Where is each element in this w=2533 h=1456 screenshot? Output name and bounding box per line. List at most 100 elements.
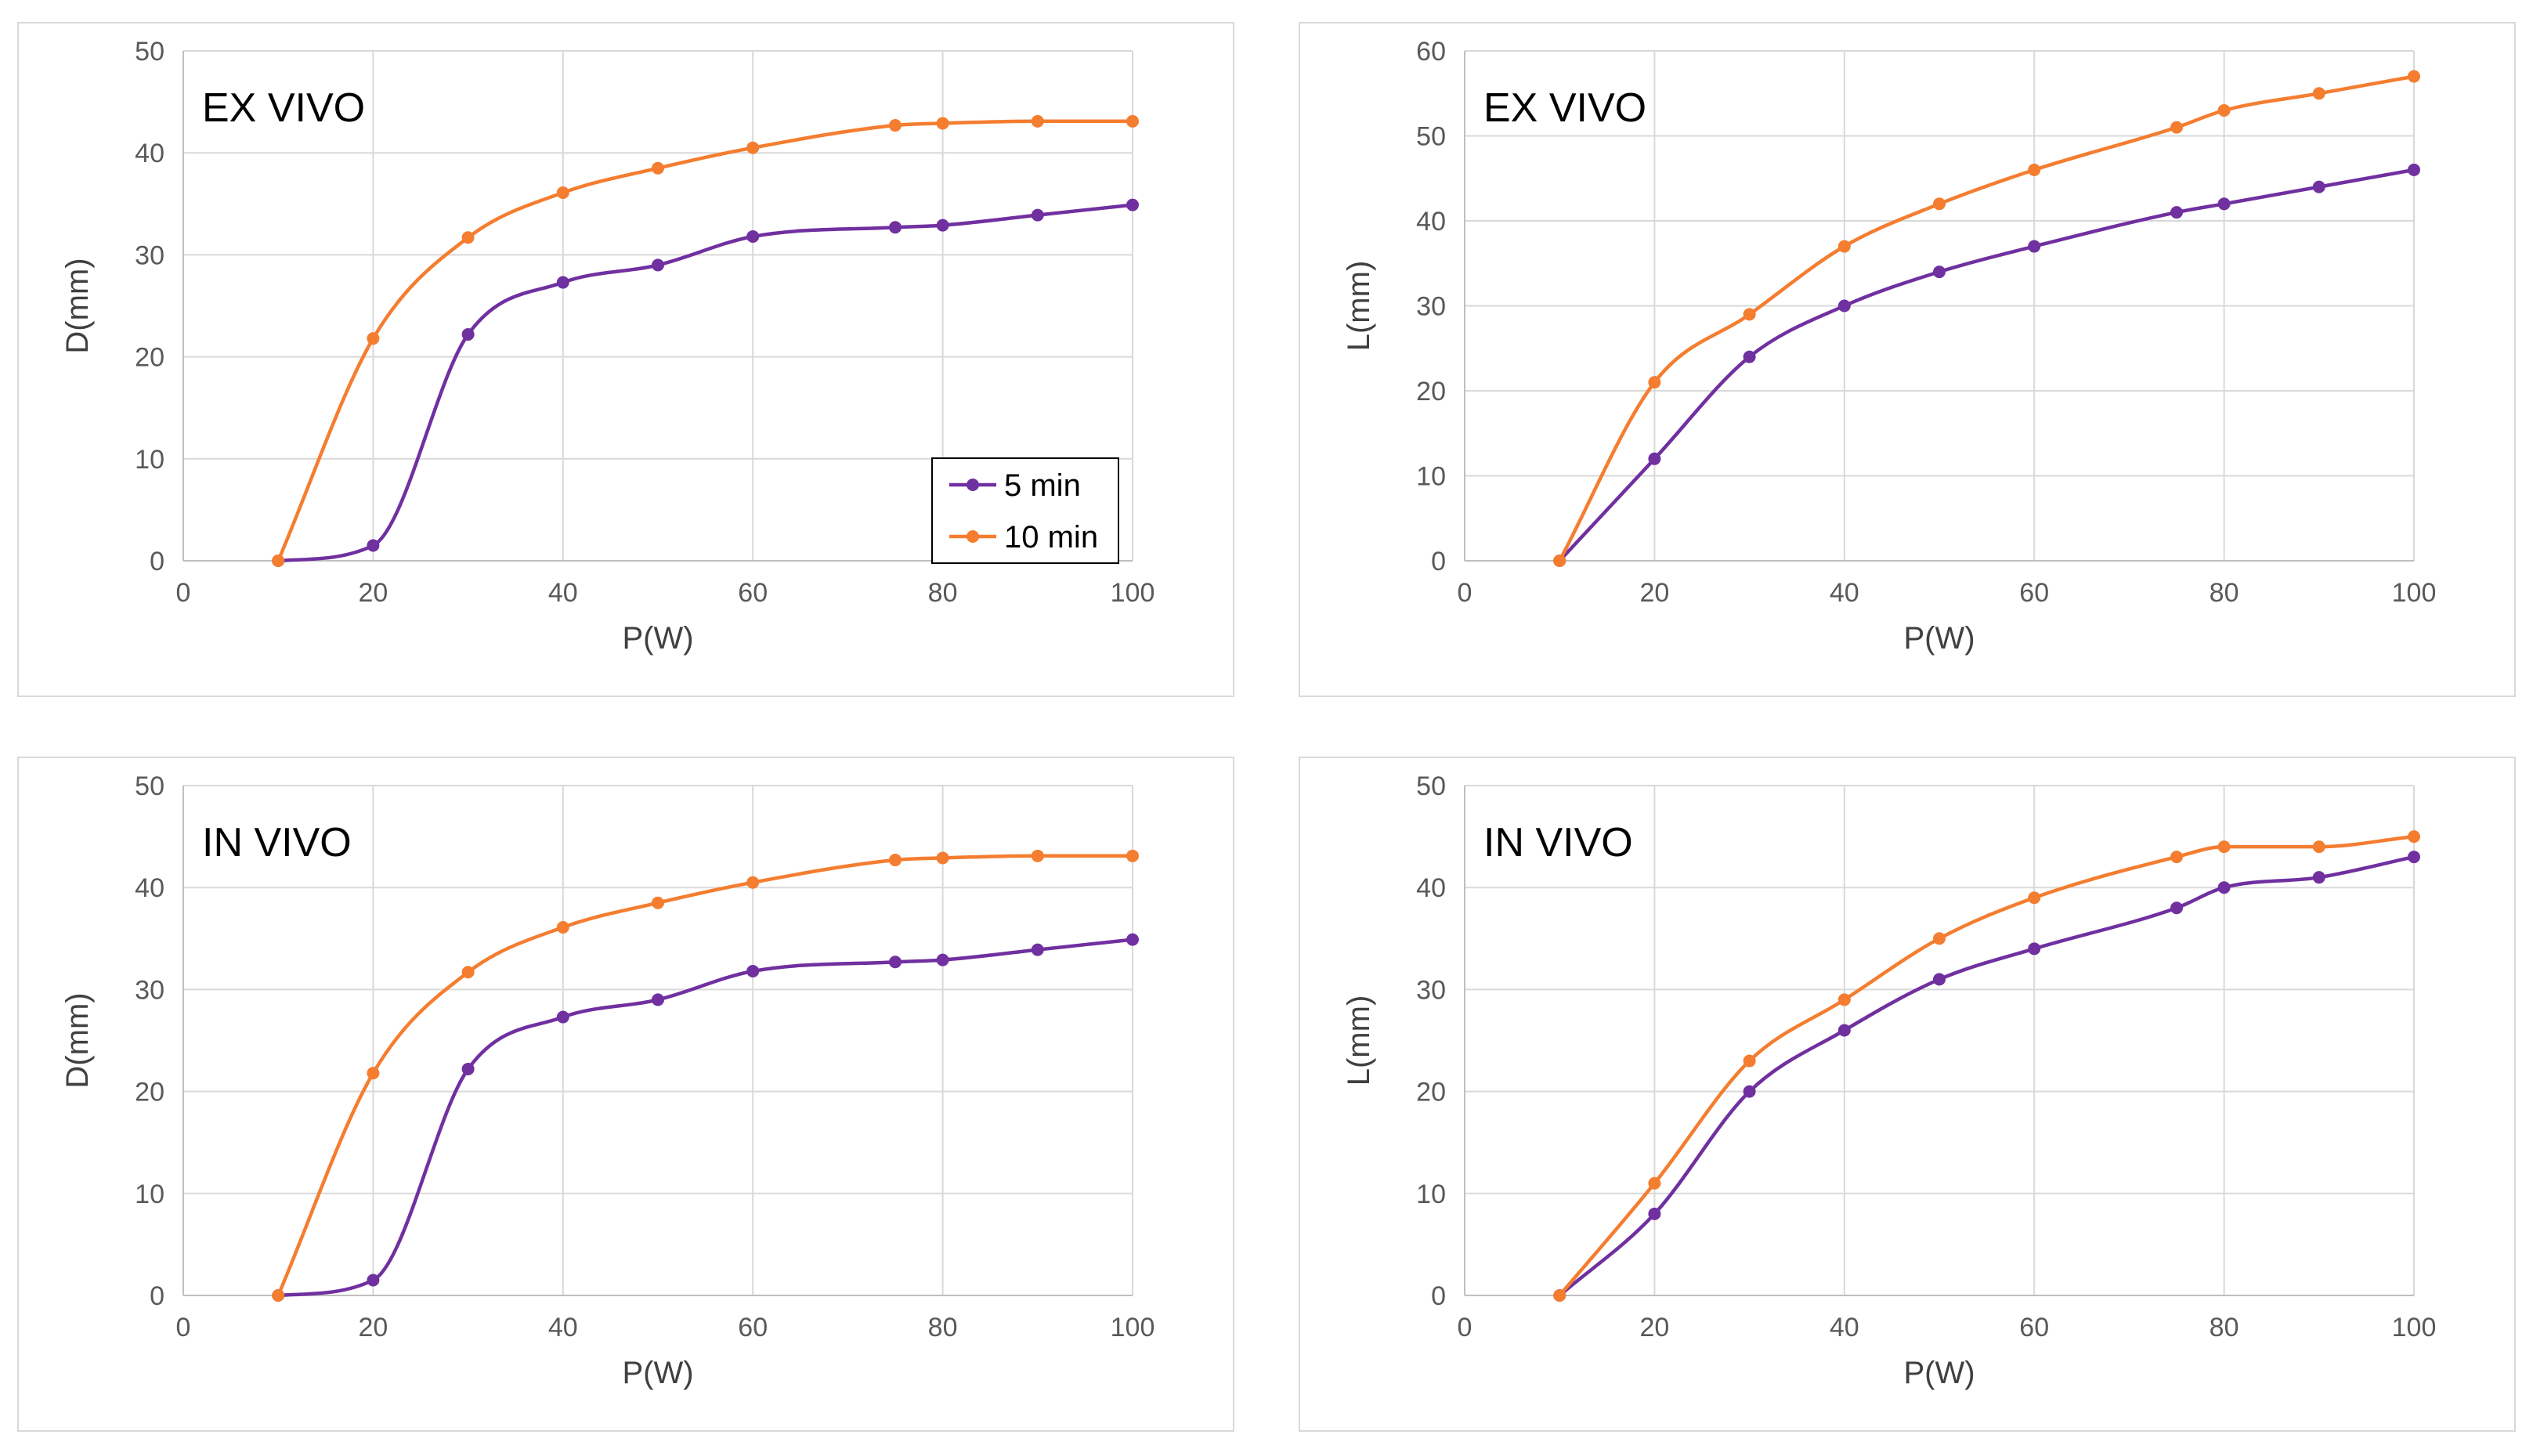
series-line	[278, 203, 1133, 563]
data-point	[2312, 180, 2325, 193]
y-tick-label: 40	[1416, 873, 1446, 903]
y-tick-label: 20	[1416, 377, 1446, 406]
chart-svg: 0 20 40 60 80 100 0 10 20 30 40 50 60 P(W) L(mm) EX VIV…	[1342, 37, 2436, 656]
data-point	[2312, 87, 2325, 100]
series-line	[276, 854, 1133, 1296]
x-tick-label: 0	[176, 1313, 191, 1342]
chart-svg: 0 20 40 60 80 100 0 10 20 30 40 50 P(W) L(mm) IN VIVO	[1342, 771, 2436, 1390]
y-tick-label: 20	[135, 343, 164, 373]
y-tick-label: 10	[1416, 462, 1446, 492]
series-line	[1558, 854, 2415, 1297]
y-tick-label: 60	[1416, 37, 1446, 67]
data-point	[889, 956, 902, 969]
y-tick-label: 50	[1416, 122, 1446, 152]
y-tick-label: 10	[135, 1180, 164, 1209]
data-point	[2408, 163, 2420, 176]
gridlines	[183, 785, 1133, 1295]
y-tick-label: 30	[1416, 975, 1446, 1005]
y-tick-label: 50	[1416, 771, 1446, 801]
data-point	[1126, 114, 1139, 128]
data-point	[889, 221, 902, 234]
legend-label: 5 min	[1004, 468, 1081, 503]
y-axis-title: L(mm)	[1342, 261, 1376, 352]
data-point	[2312, 840, 2325, 854]
y-tick-label: 10	[1416, 1180, 1446, 1209]
data-point	[2170, 206, 2183, 219]
x-tick-label: 0	[1458, 578, 1472, 608]
data-point	[1126, 933, 1139, 946]
data-point	[367, 332, 380, 345]
data-point	[1837, 993, 1851, 1006]
data-point	[652, 993, 664, 1006]
chart-panel-in-vivo-diameter: 0 20 40 60 80 100 0 10 20 30 40 50 P(W) D(mm) IN VIVO	[17, 757, 1234, 1432]
chart-panel-ex-vivo-length: 0 20 40 60 80 100 0 10 20 30 40 50 60 P(W) L(mm) EX VIV…	[1299, 22, 2516, 697]
y-tick-label: 30	[135, 240, 164, 270]
data-point	[2170, 851, 2183, 864]
y-tick-label: 0	[1431, 1281, 1446, 1311]
data-point	[1743, 1054, 1756, 1068]
data-point	[2170, 121, 2183, 134]
y-tick-label: 0	[150, 1281, 164, 1311]
y-tick-label: 50	[135, 771, 164, 801]
data-point	[2028, 163, 2041, 176]
data-point	[889, 854, 902, 867]
data-point	[2217, 840, 2231, 854]
y-axis-title: D(mm)	[60, 258, 95, 353]
data-point	[2408, 70, 2420, 83]
legend-label: 10 min	[1004, 520, 1098, 555]
data-point	[1837, 1024, 1851, 1037]
y-tick-label: 20	[1416, 1078, 1446, 1107]
data-point	[936, 851, 949, 865]
data-point	[1743, 1085, 1756, 1098]
data-point	[1031, 943, 1044, 956]
x-tick-label: 20	[1639, 578, 1669, 608]
x-tick-label: 0	[176, 578, 191, 608]
data-point	[746, 141, 760, 154]
data-point	[556, 276, 569, 289]
chart-title: IN VIVO	[202, 820, 352, 865]
series-line	[1558, 834, 2415, 1297]
data-point	[367, 539, 380, 552]
x-tick-label: 20	[358, 578, 388, 608]
chart-panel-in-vivo-length: 0 20 40 60 80 100 0 10 20 30 40 50 P(W) L(mm) IN VIVO	[1299, 757, 2516, 1432]
data-point	[1031, 114, 1044, 128]
x-tick-label: 40	[548, 1313, 578, 1342]
gridlines	[1465, 50, 2415, 561]
y-tick-label: 50	[135, 37, 164, 67]
y-tick-label: 10	[135, 445, 164, 475]
data-point	[1743, 350, 1756, 363]
data-point	[2028, 942, 2041, 956]
data-point	[1933, 932, 1946, 945]
x-tick-label: 80	[2210, 578, 2239, 608]
gridlines	[1465, 785, 2415, 1295]
x-axis-title: P(W)	[622, 621, 693, 656]
data-point	[1743, 308, 1756, 321]
legend-marker	[967, 479, 979, 491]
data-point	[936, 219, 949, 232]
y-tick-label: 40	[135, 139, 164, 168]
data-point	[652, 896, 664, 909]
data-point	[1553, 555, 1566, 567]
data-point	[272, 1289, 285, 1302]
series-line	[1558, 168, 2415, 562]
x-tick-label: 60	[2019, 578, 2049, 608]
x-tick-label: 20	[358, 1313, 388, 1342]
series-line	[1558, 74, 2415, 562]
x-tick-label: 80	[928, 578, 958, 608]
data-point	[461, 1062, 475, 1075]
x-axis-title: P(W)	[622, 1356, 693, 1390]
data-point	[2312, 871, 2325, 884]
y-axis-title: D(mm)	[60, 992, 95, 1088]
x-axis-title: P(W)	[1903, 1356, 1975, 1390]
x-axis-title: P(W)	[1903, 621, 1975, 656]
data-point	[2170, 901, 2183, 915]
data-point	[1933, 197, 1946, 211]
data-point	[2408, 851, 2420, 864]
data-point	[1933, 973, 1946, 986]
y-tick-label: 40	[135, 873, 164, 903]
chart-title: EX VIVO	[1483, 85, 1646, 131]
data-point	[461, 231, 475, 244]
y-tick-label: 30	[1416, 292, 1446, 322]
y-tick-label: 30	[135, 975, 164, 1005]
data-point	[556, 186, 569, 199]
